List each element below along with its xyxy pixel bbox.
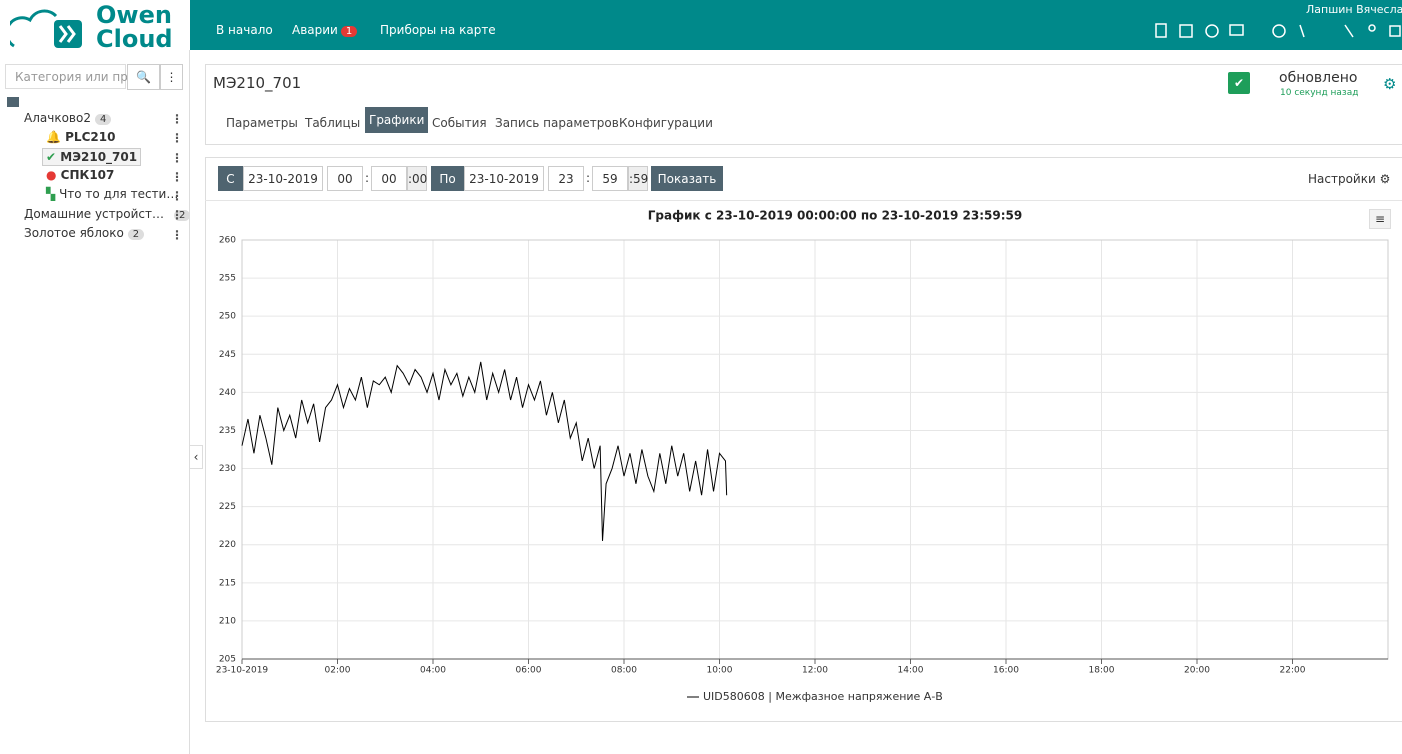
to-label: По bbox=[431, 166, 464, 191]
sidebar-toggle[interactable]: ‹ bbox=[189, 445, 203, 469]
logo: Owen Cloud bbox=[5, 1, 190, 53]
tree-node[interactable]: ✔ МЭ210_701 bbox=[42, 148, 142, 166]
search-input[interactable]: Категория или при bbox=[5, 64, 136, 89]
show-button[interactable]: Показать bbox=[651, 166, 723, 191]
min-input[interactable]: 59 bbox=[592, 166, 628, 191]
user-name[interactable]: Лапшин Вячеслав bbox=[1306, 3, 1402, 16]
x-tick-label: 14:00 bbox=[898, 666, 924, 676]
row-menus[interactable]: ⋮ ⋮ ⋮ ⋮ ⋮ ⋮ ⋮ bbox=[171, 112, 183, 242]
x-tick-label: 20:00 bbox=[1184, 666, 1210, 676]
data-line bbox=[241, 361, 728, 541]
menu-button[interactable]: ⋮ bbox=[160, 64, 183, 90]
seconds: :59 bbox=[628, 166, 648, 191]
x-tick-label: 18:00 bbox=[1089, 666, 1115, 676]
tree-label: Золотое яблоко bbox=[24, 226, 124, 240]
toolbar-icons bbox=[1155, 23, 1401, 38]
divider bbox=[205, 200, 1402, 201]
y-tick-label: 255 bbox=[219, 274, 236, 284]
tree-label: Что то для тести… bbox=[59, 187, 179, 201]
chart-panel bbox=[205, 157, 1402, 722]
settings-link[interactable]: Настройки ⚙ bbox=[1308, 172, 1391, 186]
x-tick-label: 12:00 bbox=[802, 666, 828, 676]
tab[interactable]: Таблицы bbox=[305, 116, 361, 130]
tree-node[interactable]: Золотое яблоко 2 bbox=[24, 226, 145, 240]
tab[interactable]: Графики bbox=[365, 107, 429, 133]
x-tick-label: 22:00 bbox=[1280, 666, 1306, 676]
sidebar-border bbox=[189, 50, 190, 754]
separator: : bbox=[364, 171, 370, 185]
y-tick-label: 240 bbox=[219, 388, 236, 398]
y-tick-label: 235 bbox=[219, 426, 236, 436]
count: 4 bbox=[94, 114, 112, 125]
badge: 1 bbox=[340, 26, 358, 37]
x-tick-label: 04:00 bbox=[420, 666, 446, 676]
chart: График с 23-10-2019 00:00:00 по 23-10-20… bbox=[216, 209, 1389, 703]
status-icon: ✔ bbox=[1228, 72, 1250, 94]
nav-link[interactable]: Приборы на карте bbox=[380, 23, 496, 37]
y-tick-label: 250 bbox=[219, 312, 236, 322]
hour-input[interactable]: 23 bbox=[548, 166, 584, 191]
hour-input[interactable]: 00 bbox=[327, 166, 363, 191]
tree-node[interactable]: ▚ Что то для тести… bbox=[46, 187, 179, 201]
date-input[interactable]: 23-10-2019 bbox=[464, 166, 544, 191]
x-tick-label: 10:00 bbox=[707, 666, 733, 676]
y-tick-label: 220 bbox=[219, 540, 236, 550]
from-label: С bbox=[218, 166, 243, 191]
count: 2 bbox=[127, 229, 145, 240]
y-tick-label: 230 bbox=[219, 464, 236, 474]
tab[interactable]: События bbox=[432, 116, 487, 130]
settings-icon[interactable]: ⚙ bbox=[1383, 75, 1397, 93]
tree-node[interactable]: Алачково2 4 bbox=[24, 111, 112, 125]
tree-node[interactable]: 🔔 PLC210 bbox=[46, 130, 116, 144]
tab[interactable]: Параметры bbox=[226, 116, 298, 130]
legend-label: UID580608 | Межфазное напряжение А-В bbox=[703, 690, 943, 703]
tree-label: Домашние устройст… bbox=[24, 207, 164, 221]
logo-text: Owen bbox=[96, 2, 172, 29]
status: обновлено bbox=[1279, 70, 1358, 86]
tree-node[interactable]: Домашние устройст… 2 bbox=[24, 207, 191, 221]
x-tick-label: 16:00 bbox=[993, 666, 1019, 676]
nav-text: Аварии bbox=[292, 23, 338, 37]
status-time: 10 секунд назад bbox=[1280, 88, 1359, 98]
y-tick-label: 260 bbox=[219, 236, 236, 246]
chart-menu[interactable]: ≡ bbox=[1369, 209, 1391, 229]
nav-link[interactable]: Аварии 1 bbox=[292, 23, 358, 37]
collapse-icon[interactable] bbox=[7, 97, 19, 107]
y-tick-label: 225 bbox=[219, 502, 236, 512]
tab[interactable]: Конфигурации bbox=[619, 116, 713, 130]
tree-label: PLC210 bbox=[65, 130, 116, 144]
search-button[interactable]: 🔍 bbox=[127, 64, 160, 90]
y-tick-label: 210 bbox=[219, 616, 236, 626]
x-tick-label: 02:00 bbox=[325, 666, 351, 676]
chart-title: График с 23-10-2019 00:00:00 по 23-10-20… bbox=[648, 209, 1022, 223]
y-tick-label: 215 bbox=[219, 578, 236, 588]
x-tick-label: 08:00 bbox=[611, 666, 637, 676]
nav-link[interactable]: В начало bbox=[216, 23, 273, 37]
min-input[interactable]: 00 bbox=[371, 166, 407, 191]
y-tick-label: 205 bbox=[219, 655, 236, 665]
seconds: :00 bbox=[407, 166, 427, 191]
device-header bbox=[205, 64, 1402, 145]
x-tick-label: 23-10-2019 bbox=[216, 666, 269, 676]
tree-label: МЭ210_701 bbox=[60, 150, 138, 164]
logo-text: Cloud bbox=[96, 25, 173, 50]
tree-node[interactable]: ● СПК107 bbox=[46, 168, 115, 182]
logo-icon: Owen Cloud bbox=[5, 1, 173, 53]
top-bar bbox=[190, 0, 1402, 50]
device-title: МЭ210_701 bbox=[213, 74, 302, 92]
separator: : bbox=[585, 171, 591, 185]
tree-label: Алачково2 bbox=[24, 111, 91, 125]
count: 2 bbox=[173, 210, 191, 221]
tab[interactable]: Запись параметров bbox=[495, 116, 619, 130]
tree-label: СПК107 bbox=[60, 168, 115, 182]
x-tick-label: 06:00 bbox=[516, 666, 542, 676]
date-input[interactable]: 23-10-2019 bbox=[243, 166, 323, 191]
y-tick-label: 245 bbox=[219, 350, 236, 360]
settings-text: Настройки bbox=[1308, 172, 1376, 186]
